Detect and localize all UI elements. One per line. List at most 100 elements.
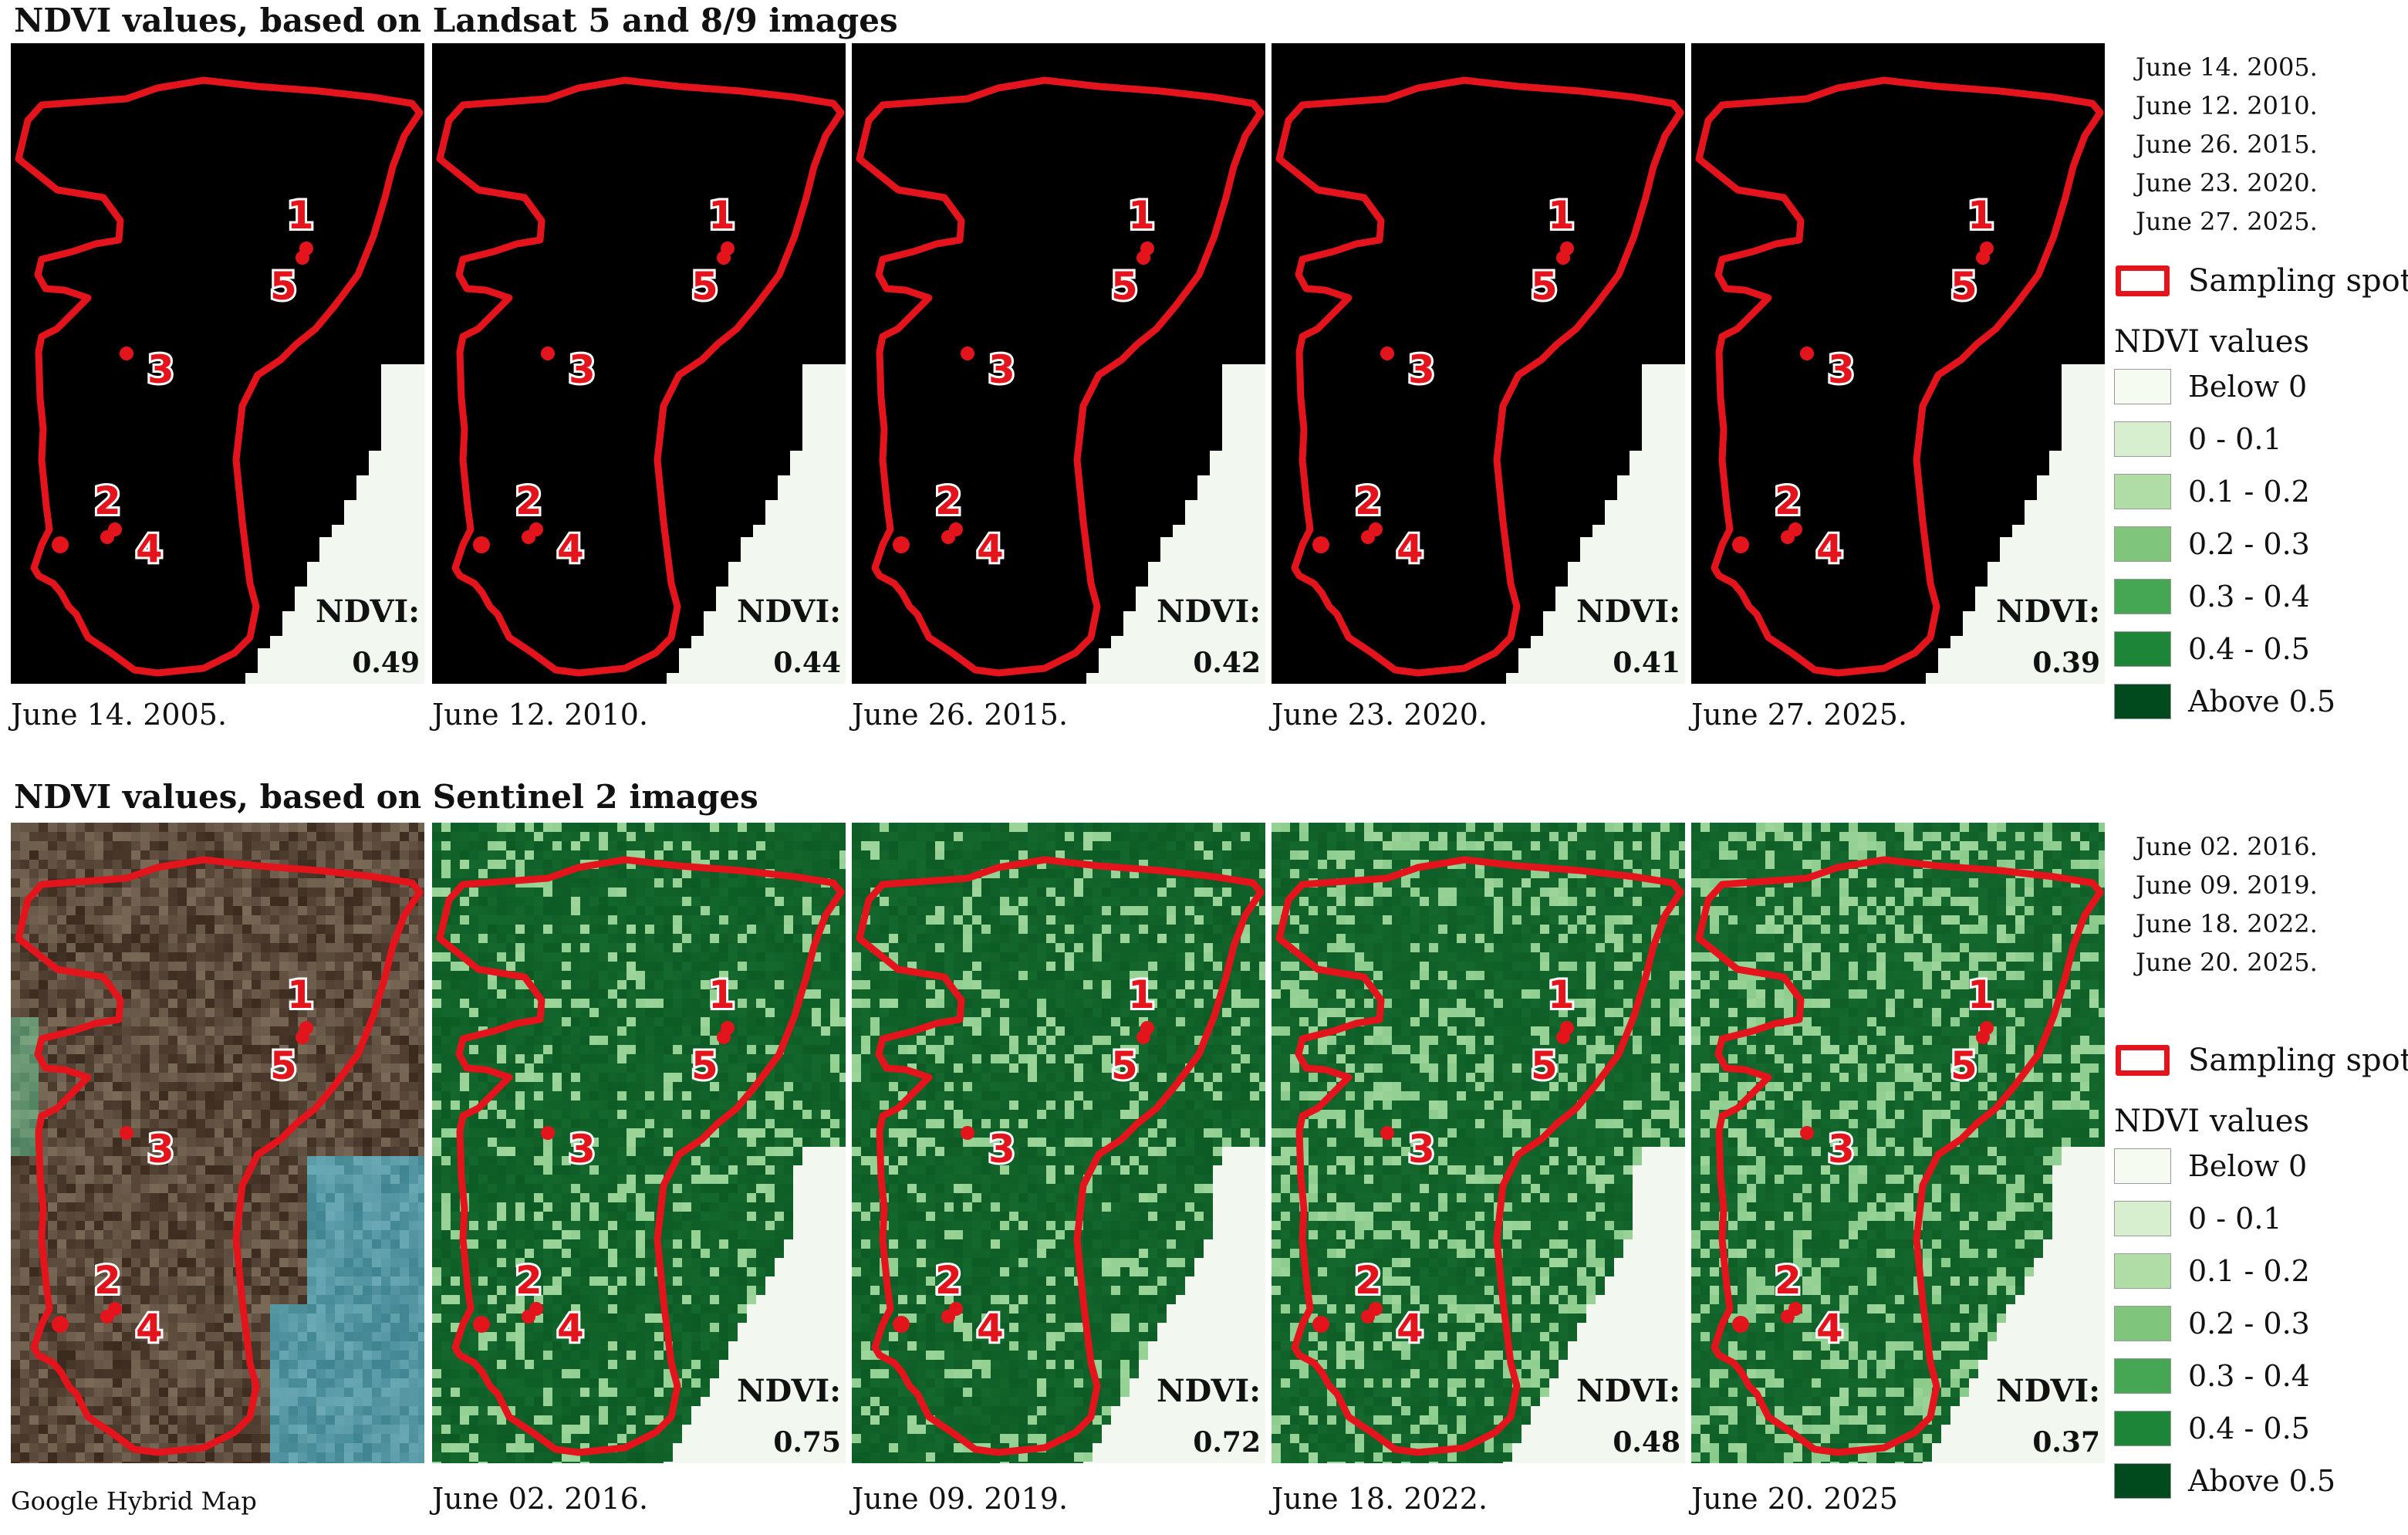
sampling-point-marker <box>1781 1310 1795 1324</box>
ndvi-label: NDVI: <box>1157 593 1261 630</box>
sampling-point-label: 4 <box>136 1306 163 1351</box>
ndvi-class-label: 0.2 - 0.3 <box>2188 520 2310 568</box>
sampling-point-label: 5 <box>270 264 297 309</box>
ndvi-class-item: 0.1 - 0.2 <box>2114 468 2400 520</box>
sampling-area-outline <box>856 76 1265 677</box>
legend-date: June 14. 2005. <box>2114 48 2400 86</box>
ndvi-class-label: 0.1 - 0.2 <box>2188 1247 2310 1295</box>
ndvi-value: 0.39 <box>2032 647 2100 679</box>
sampling-point-label: 1 <box>708 193 735 238</box>
sampling-point-marker <box>961 1126 974 1140</box>
sampling-point-label: 2 <box>515 1258 542 1303</box>
ndvi-class-label: 0 - 0.1 <box>2188 1195 2282 1243</box>
sampling-point-marker <box>1976 1030 1990 1044</box>
ndvi-map-panel: 1 5 3 2 4 NDVI: 0.42 <box>852 43 1265 684</box>
sampling-point-label: 2 <box>1775 1258 1802 1303</box>
sampling-point-label: 2 <box>515 478 542 523</box>
map-image: 1 5 3 24 <box>1691 823 2105 1463</box>
ndvi-map-panel: 1 5 3 2 4 NDVI: 0.48 <box>1272 823 1685 1463</box>
ndvi-map-panel: 1 5 3 2 4 NDVI: 0.41 <box>1272 43 1685 684</box>
sampling-point-marker <box>1556 1030 1570 1044</box>
ndvi-class-swatch <box>2114 1253 2171 1289</box>
legend-date: June 09. 2019. <box>2114 866 2400 904</box>
ndvi-class-swatch <box>2114 474 2171 509</box>
raster-cells <box>432 43 846 684</box>
sampling-point-marker <box>52 536 69 553</box>
ndvi-class-item: 0.4 - 0.5 <box>2114 1405 2400 1457</box>
raster-cells <box>1691 823 2105 1463</box>
ndvi-class-label: Below 0 <box>2188 363 2307 411</box>
ndvi-class-label: Below 0 <box>2188 1142 2307 1190</box>
legend-sentinel: June 02. 2016. June 09. 2019. June 18. 2… <box>2114 827 2408 1510</box>
sampling-point-marker <box>1732 536 1749 553</box>
sampling-point-label: 3 <box>569 1127 596 1172</box>
sampling-point-label: 3 <box>569 347 596 392</box>
sampling-area-outline <box>436 856 845 1456</box>
sampling-point-marker <box>52 1316 69 1333</box>
ndvi-class-label: 0.2 - 0.3 <box>2188 1300 2310 1347</box>
sampling-point-marker <box>1976 251 1990 265</box>
ndvi-value: 0.37 <box>2032 1426 2100 1459</box>
raster-cells <box>11 823 424 1463</box>
ndvi-class-swatch <box>2114 1358 2171 1394</box>
sampling-point-marker <box>1312 536 1329 553</box>
sampling-area-outline <box>15 76 424 677</box>
sampling-point-marker <box>1380 347 1394 360</box>
legend-date: June 27. 2025. <box>2114 202 2400 241</box>
sampling-point-label: 1 <box>1548 972 1575 1017</box>
sampling-point-label: 5 <box>1531 1043 1558 1088</box>
panel-date-caption: June 26. 2015. <box>852 698 1068 732</box>
sampling-point-marker <box>1312 1316 1329 1333</box>
sampling-point-marker <box>1556 251 1570 265</box>
ndvi-legend-classes: Below 0 0 - 0.1 0.1 - 0.2 0.2 - 0.3 0.3 - 0.… <box>2114 1142 2400 1510</box>
ndvi-class-item: 0 - 0.1 <box>2114 415 2400 468</box>
sampling-point-marker <box>1136 251 1150 265</box>
ndvi-class-swatch <box>2114 579 2171 614</box>
sampling-point-marker <box>1800 1126 1814 1140</box>
map-source-caption: Google Hybrid Map <box>11 1486 257 1516</box>
ndvi-class-swatch <box>2114 1463 2171 1499</box>
panel-date-caption: June 27. 2025. <box>1691 698 1907 732</box>
sampling-point-marker <box>473 536 490 553</box>
sampling-point-label: 1 <box>1548 193 1575 238</box>
sampling-point-marker <box>941 530 955 544</box>
legend-dates: June 14. 2005. June 12. 2010. June 26. 2… <box>2114 48 2400 241</box>
sampling-spot-symbol <box>2116 265 2170 296</box>
panel-date-caption: June 18. 2022. <box>1272 1482 1488 1516</box>
sampling-point-label: 1 <box>287 193 314 238</box>
panel-date-caption: June 09. 2019. <box>852 1482 1068 1516</box>
ndvi-label: NDVI: <box>1576 593 1680 630</box>
sampling-point-marker <box>1800 347 1814 360</box>
sampling-point-label: 4 <box>1816 526 1843 571</box>
sampling-spot-label: Sampling spot <box>2188 1039 2408 1082</box>
legend-dates: June 02. 2016. June 09. 2019. June 18. 2… <box>2114 827 2400 982</box>
sampling-point-label: 5 <box>1111 264 1138 309</box>
sampling-point-marker <box>120 347 133 360</box>
ndvi-label: NDVI: <box>1996 593 2100 630</box>
map-image: 1 5 3 24 <box>852 823 1265 1463</box>
ndvi-label: NDVI: <box>737 593 841 630</box>
sampling-point-label: 1 <box>708 972 735 1017</box>
sampling-area-outline <box>15 856 424 1456</box>
sampling-point-label: 1 <box>1967 193 1994 238</box>
sampling-point-label: 3 <box>147 1127 174 1172</box>
ndvi-map-panel: 1 5 3 2 4 NDVI: 0.75 <box>432 823 846 1463</box>
sampling-point-label: 5 <box>1950 264 1977 309</box>
ndvi-label: NDVI: <box>1576 1373 1680 1409</box>
sampling-point-marker <box>522 1310 535 1324</box>
sampling-point-label: 5 <box>1111 1043 1138 1088</box>
panel-date-caption: June 14. 2005. <box>11 698 227 732</box>
sampling-area-outline <box>856 856 1265 1456</box>
raster-cells <box>1272 43 1685 684</box>
ndvi-map-panel: 1 5 3 2 4 NDVI: 0.49 <box>11 43 424 684</box>
raster-cells <box>1272 823 1685 1463</box>
map-image: 1 5 3 24 <box>11 43 424 684</box>
sampling-point-label: 4 <box>977 1306 1004 1351</box>
ndvi-class-swatch <box>2114 631 2171 667</box>
ndvi-class-item: 0 - 0.1 <box>2114 1195 2400 1247</box>
sampling-point-marker <box>296 251 309 265</box>
sampling-point-label: 4 <box>557 526 584 571</box>
ndvi-value: 0.41 <box>1613 647 1680 679</box>
ndvi-class-item: 0.3 - 0.4 <box>2114 1352 2400 1405</box>
